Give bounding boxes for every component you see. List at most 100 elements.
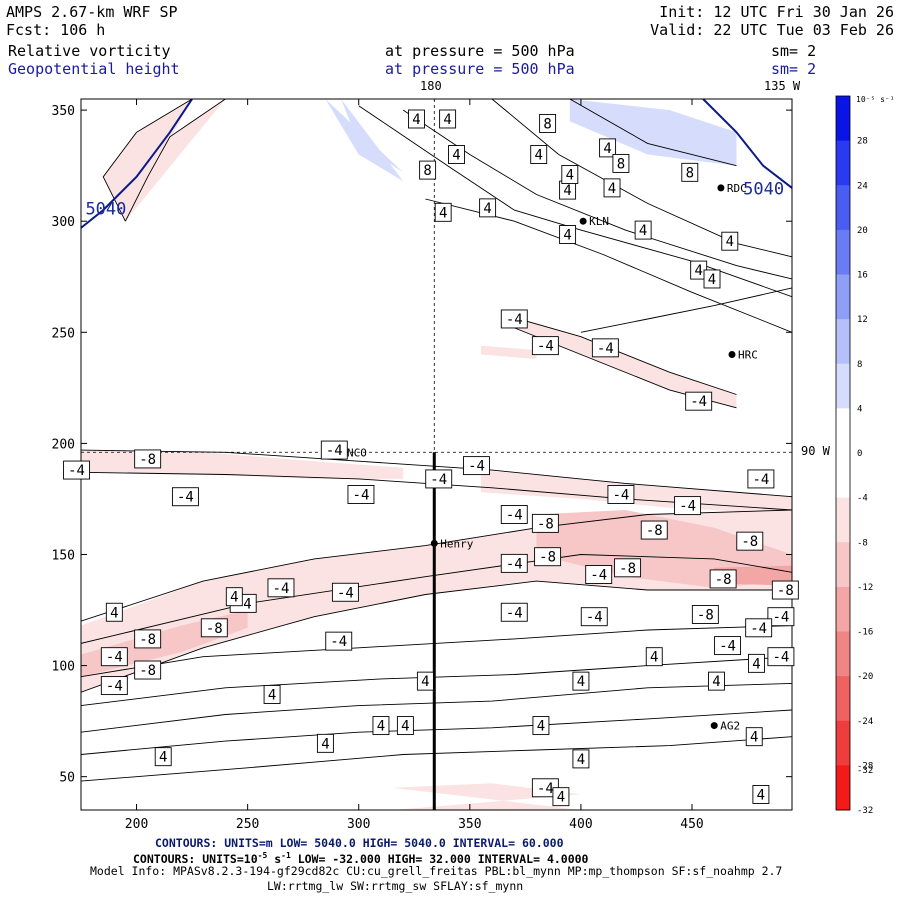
contour-label-box-21 [591,338,619,358]
contour-label-25: -4 [68,463,85,479]
contour-line-3 [81,625,792,678]
contour-label-23: -4 [326,443,343,459]
vorticity-fill-10 [569,99,737,166]
field1-name: Relative vorticity [8,42,171,60]
contour-label-41: -8 [715,572,732,588]
contour-line-1 [81,580,792,693]
contour2-exp2: -1 [281,851,291,860]
contour-label-box-9 [561,165,579,184]
contour-label-box-67 [372,716,390,736]
x-tick-label-450: 450 [680,817,703,832]
contour-label-42: -8 [777,583,794,599]
contour-line-7 [81,736,792,782]
contour-label-6: 8 [543,116,551,132]
contour-line-6 [81,709,792,755]
vorticity-fill-11 [325,99,404,182]
contour-label-62: 4 [752,656,760,672]
colorbar-tick--28: -28 [857,761,873,771]
height-contour-east [702,99,792,189]
contour-label-16: 4 [694,263,702,279]
contour-label-box-26 [171,487,199,507]
field2-smoothing: sm= 2 [771,60,817,78]
contour-label-box-73 [572,749,590,769]
y-tick-label-250: 250 [52,326,75,341]
contour-label-74: -4 [537,781,554,797]
station-marker-rdc [717,184,725,192]
colorbar-tick--24: -24 [857,717,873,727]
contour-label-box-13 [681,162,699,182]
x-tick-label-200: 200 [125,817,148,832]
contour-label-box-40 [736,531,764,551]
contour-label-box-31 [531,513,559,533]
contour-label-8: 4 [563,183,571,199]
contour-label-28: -4 [430,472,447,488]
contour-label-box-36 [534,547,562,567]
contour2-a: CONTOURS: UNITS=10 [133,851,258,866]
contour-label-65: 4 [577,674,585,690]
contour-label-3: 8 [423,163,431,179]
vorticity-fill-6 [503,314,737,408]
colorbar-segment-13 [836,676,850,722]
contour-label-51: -8 [206,621,223,637]
contour-label-box-62 [748,653,765,673]
contour-label-box-12 [603,178,621,198]
contour-lines [81,99,792,782]
colorbar-tick-24: 24 [857,181,868,191]
y-tick-label-300: 300 [52,215,75,230]
y-tick-label-100: 100 [52,660,75,675]
field1-level: at pressure = 500 hPa [385,42,575,60]
contour-label-box-56 [100,647,128,667]
colorbar-segment-14 [836,720,850,766]
contour-label-box-18 [559,225,577,244]
colorbar-units: 10⁻⁵ s⁻¹ [856,95,895,104]
vorticity-fill-7 [103,99,226,222]
contour-label-50: -4 [750,621,767,637]
field2-name: Geopotential height [8,60,180,78]
forecast-hour: Fcst: 106 h [6,21,106,39]
contour-label-box-54 [714,636,742,656]
contour-label-box-47 [580,607,608,627]
contour-label-20: -4 [537,339,554,355]
contour-line-5 [81,682,792,733]
contour-label-7: 4 [534,148,542,164]
contour-label-box-24 [134,449,162,469]
vorticity-fill-4 [81,450,404,479]
colorbar-segment-15 [836,765,850,811]
contour-label-52: -8 [139,632,156,648]
contour-label-box-68 [396,716,414,736]
contour-label-40: -8 [741,534,758,550]
contour-label-75: 4 [557,790,565,806]
contour-label-box-30 [500,505,528,524]
contour-label-55: -4 [772,650,789,666]
colorbar-tick-last: -32 [857,766,873,776]
contour-label-56: -4 [106,650,123,666]
station-marker-henry [430,539,438,547]
contour-label-box-19 [500,309,528,329]
contour-label-29: -4 [468,459,485,475]
station-marker-kln [579,217,587,225]
colorbar-tick-8: 8 [857,360,862,370]
contour-label-box-3 [419,160,437,180]
contour-label-9: 4 [566,168,574,184]
init-time: Init: 12 UTC Fri 30 Jan 26 [659,3,894,21]
contour-line-17 [580,287,792,333]
contour-label-box-25 [63,460,91,480]
contour-label-61: 4 [650,650,658,666]
colorbar-tick-16: 16 [857,271,868,281]
contour-label-69: 4 [537,719,545,735]
contour-label-39: -4 [590,567,607,583]
plot-frame [80,98,793,811]
model-info-2: LW:rrtmg_lw SW:rrtmg_sw SFLAY:sf_mynn [267,879,524,893]
station-marker-ag2 [710,722,718,730]
vorticity-fill-5 [480,470,792,515]
contour-label-box-37 [500,553,528,573]
contour-label-box-42 [771,580,799,600]
contour-line-16 [569,99,737,167]
station-label-kln: KLN [589,215,609,228]
contour-label-box-60 [225,587,243,607]
model-info: Model Info: MPASv8.2.3-194-gf29cd82c CU:… [90,864,783,878]
x-tick-label-300: 300 [347,817,370,832]
colorbar-tick-4: 4 [857,404,862,414]
contour-label-box-7 [530,145,548,164]
